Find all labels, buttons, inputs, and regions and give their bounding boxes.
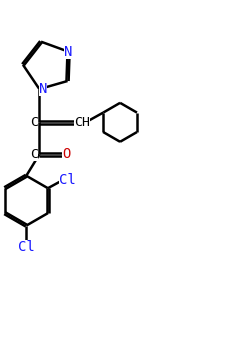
Text: N: N [39,82,47,96]
Text: C: C [30,148,38,161]
Text: O: O [62,147,71,161]
Text: Cl: Cl [18,239,35,254]
Text: CH: CH [74,116,90,129]
Text: Cl: Cl [59,173,76,187]
Text: N: N [64,45,73,59]
Text: C: C [30,116,38,129]
